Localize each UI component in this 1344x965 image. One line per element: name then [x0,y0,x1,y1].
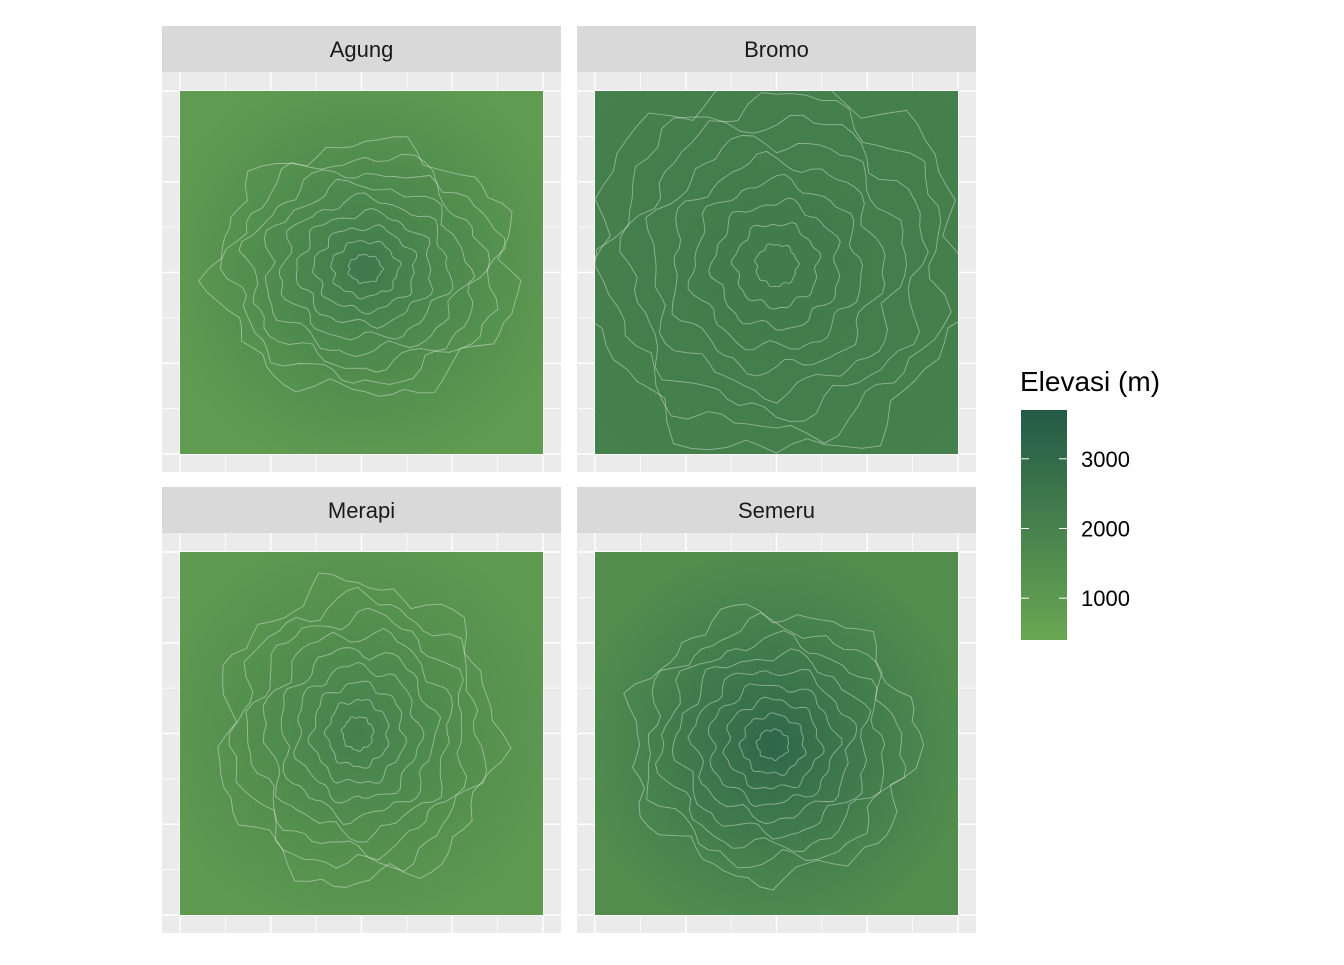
contour-line [293,661,425,804]
contour-line [340,716,375,752]
legend-tick-label: 3000 [1081,447,1130,472]
contour-line [323,699,390,769]
contour-line [754,243,800,288]
contour-line [646,612,907,869]
legend-tick-label: 1000 [1081,586,1130,611]
contour-line [307,680,407,784]
legend-title: Elevasi (m) [1020,366,1160,397]
facet-strip [577,487,976,533]
contour-line [280,647,442,825]
facet-panel-semeru: Semeru [577,487,976,933]
facet-strip-label: Bromo [744,37,809,62]
facet-strip [577,26,976,72]
contour-line [330,240,402,300]
facet-strip [162,26,561,72]
contour-line [228,586,488,872]
contour-line [347,253,384,284]
contour-line [263,178,476,357]
contour-line [730,222,822,310]
contour-lines [217,572,512,888]
contour-line [238,169,490,373]
contour-line [245,607,468,861]
contour-line [623,603,924,891]
contour-lines [623,603,924,891]
contour-line [738,712,807,776]
contour-line [219,153,506,385]
elevation-raster [595,91,958,454]
contour-line [687,668,858,824]
facet-panel-agung: Agung [162,26,561,472]
contour-line [687,173,863,351]
contour-lines [197,136,522,397]
contour-line [262,627,454,843]
contour-line [755,728,790,761]
contour-line [595,91,958,454]
contour-line [595,92,952,444]
elevation-raster [595,552,958,915]
legend-colorbar [1021,410,1067,640]
contour-line [217,572,512,888]
elevation-raster [180,91,543,454]
contour-line [722,696,825,790]
facet-panels: Agung Bromo Merapi Semeru [162,26,976,933]
contour-line [197,136,522,397]
contour-line [708,197,841,331]
elevation-raster [180,552,543,915]
contour-line [645,135,907,404]
legend: Elevasi (m) 1000 2000 3000 [1020,366,1160,640]
facet-strip-label: Semeru [738,498,815,523]
facet-panel-merapi: Merapi [162,487,561,933]
legend-tick-label: 2000 [1081,516,1130,541]
facet-strip-label: Merapi [328,498,395,523]
facet-strip [162,487,561,533]
contour-line [671,150,886,377]
contour-line [708,683,843,808]
contour-line [671,648,872,840]
facet-panel-bromo: Bromo [577,26,976,472]
contour-line [312,224,418,315]
contour-line [619,114,929,422]
contour-lines [595,91,958,454]
legend-ticks: 1000 2000 3000 [1021,447,1130,611]
facet-strip-label: Agung [330,37,394,62]
contour-line [655,630,886,852]
contour-line [295,208,434,329]
contour-line [278,192,454,341]
